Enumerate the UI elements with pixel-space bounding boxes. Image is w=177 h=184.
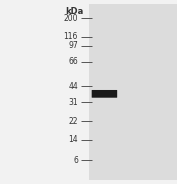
Text: 22: 22: [68, 117, 78, 126]
Text: 66: 66: [68, 57, 78, 66]
Text: 44: 44: [68, 82, 78, 91]
FancyBboxPatch shape: [92, 90, 117, 98]
Text: 31: 31: [68, 98, 78, 107]
Text: 14: 14: [68, 135, 78, 144]
Text: 116: 116: [64, 32, 78, 41]
Bar: [88, 4, 177, 180]
Text: 200: 200: [63, 14, 78, 23]
Text: kDa: kDa: [65, 7, 83, 16]
Text: 97: 97: [68, 42, 78, 50]
Text: 6: 6: [73, 156, 78, 164]
